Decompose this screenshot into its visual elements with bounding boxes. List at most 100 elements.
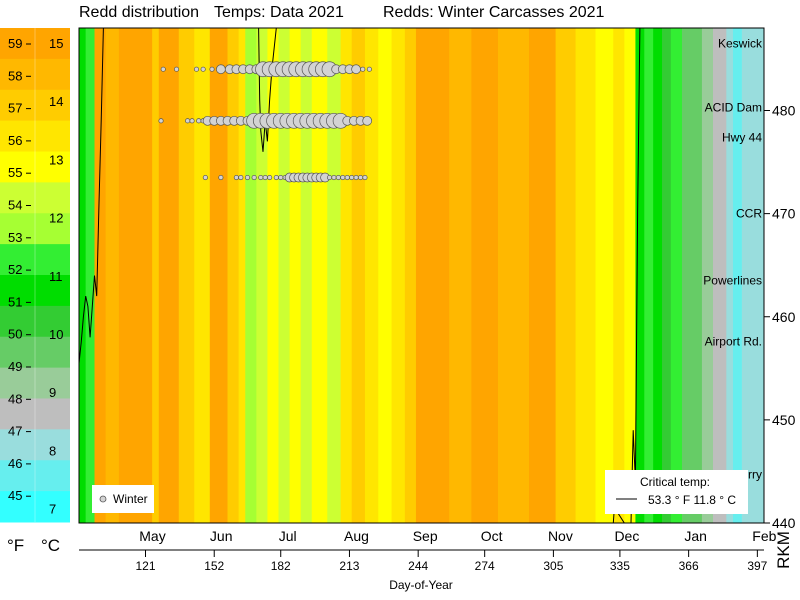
y-tick-label: 470 [772,206,796,222]
redd-point [196,118,202,124]
heat-column [351,28,366,523]
redd-points [158,61,373,183]
redd-point [160,66,166,72]
heat-column [79,28,87,523]
heat-column [267,28,280,523]
fahrenheit-tick-label: 51 [8,294,22,309]
heat-column [670,28,683,523]
redd-point [349,174,355,181]
fahrenheit-tick-label: 59 [8,36,22,51]
heat-column [555,28,577,523]
heat-column [732,28,743,523]
temperature-heatmap [79,28,765,523]
x-tick-label: 182 [271,559,291,573]
landmark-label: ACID Dam [705,100,762,114]
redd-point [233,174,239,181]
heat-column [378,28,393,523]
celsius-tick-label: 11 [49,269,63,284]
fahrenheit-tick-label: 46 [8,456,22,471]
redd-point [189,118,195,124]
critical-temp-value: 53.3 ° F 11.8 ° C [648,493,736,507]
fahrenheit-tick-label: 55 [8,165,22,180]
heat-column [364,28,379,523]
celsius-tick-label: 9 [49,385,56,400]
month-tick-label: May [139,528,165,544]
landmark-label: Powerlines [703,274,762,288]
heat-column [278,28,291,523]
fahrenheit-tick-label: 49 [8,359,22,374]
heat-column [118,28,153,523]
redd-point [209,66,215,72]
heat-column [256,28,268,523]
redd-point [262,174,268,181]
redd-point [357,174,364,181]
y-axis-title: RKM [774,531,793,569]
heat-column [713,28,727,523]
heat-column [471,28,499,523]
month-tick-label: Nov [548,528,573,544]
redd-point [326,174,333,181]
redd-point [273,174,279,181]
fahrenheit-unit-label: °F [7,536,24,555]
redd-point [353,174,359,181]
heat-column [741,28,765,523]
heat-column [158,28,180,523]
x-tick-label: 397 [747,559,767,573]
month-tick-label: Feb [752,528,776,544]
heat-column [152,28,160,523]
heat-column [289,28,302,523]
heat-column [391,28,406,523]
heat-column [238,28,246,523]
redd-point [202,174,208,181]
fahrenheit-tick-label: 58 [8,68,22,83]
celsius-tick-label: 8 [49,443,56,458]
x-tick-label: 305 [543,559,563,573]
x-tick-label: 244 [408,559,428,573]
redd-point [216,64,226,75]
landmark-label: Airport Rd. [705,335,762,349]
heat-column [300,28,313,523]
month-tick-label: Jan [684,528,707,544]
celsius-tick-label: 14 [49,94,63,109]
heat-column [653,28,663,523]
redd-point [244,174,251,181]
redd-point [251,174,257,181]
y-tick-label: 460 [772,309,796,325]
heat-column [681,28,694,523]
heat-column [85,28,96,523]
celsius-tick-label: 13 [49,152,63,167]
x-axis: 121 May 152 Jun 182 Jul 213 Aug 244 Sep 274 Oct 305 N… [79,528,777,573]
temps-source-label: Temps: Data 2021 [214,4,344,21]
redd-point [351,64,361,75]
fahrenheit-tick-label: 50 [8,327,22,342]
heat-column [575,28,597,523]
landmark-label: Keswick [718,36,763,50]
heat-column [644,28,654,523]
x-tick-label: 152 [204,559,224,573]
heat-column [227,28,240,523]
redd-point [344,174,350,181]
heat-column [245,28,257,523]
month-tick-label: Jun [210,528,233,544]
redd-point [267,174,273,181]
redd-point [218,174,224,181]
month-tick-label: Oct [481,528,503,544]
redd-point [185,118,191,124]
redd-point [366,66,372,72]
celsius-unit-label: °C [41,536,60,555]
y-axis: 440 450 460 470 480 [763,28,796,531]
month-tick-label: Jul [279,528,297,544]
redd-point [362,115,373,126]
series-legend: Winter [92,485,154,513]
redd-point [335,174,341,181]
heat-column [613,28,625,523]
heat-column [327,28,342,523]
y-tick-label: 450 [772,412,796,428]
redds-source-label: Redds: Winter Carcasses 2021 [383,4,605,21]
month-tick-label: Aug [344,528,369,544]
chart-title: Redd distribution [79,4,199,21]
redd-point [173,66,180,72]
x-tick-label: 121 [135,559,155,573]
redd-point [360,66,366,72]
